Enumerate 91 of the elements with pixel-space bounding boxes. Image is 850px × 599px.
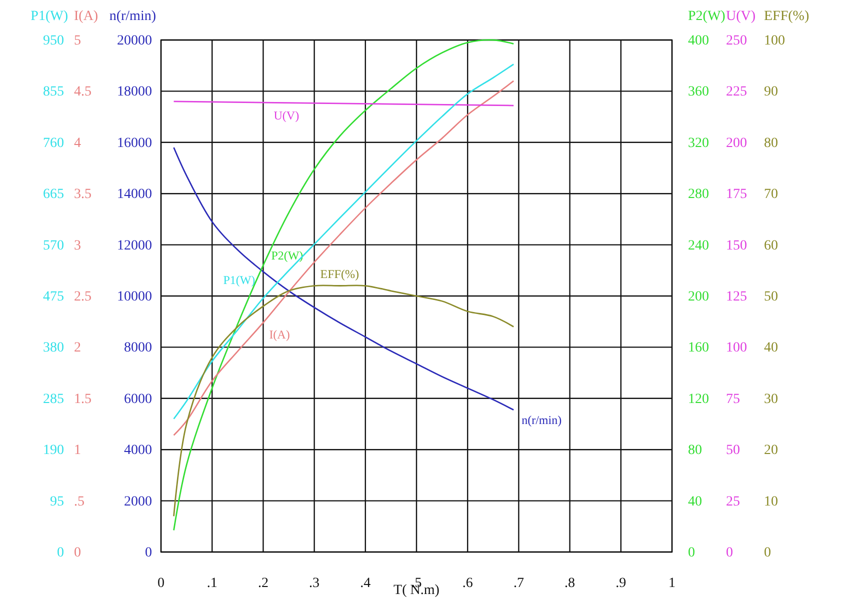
y2-axis-title: U(V)	[726, 9, 756, 24]
y2-tick-label: 360	[688, 84, 709, 100]
y2-tick-label: 60	[764, 238, 778, 254]
y2-axis-title: P2(W)	[688, 9, 726, 24]
y-tick-label: 6000	[124, 392, 152, 407]
y2-tick-label: 200	[726, 136, 747, 151]
y-tick-label: 570	[43, 238, 64, 254]
y2-tick-label: 125	[726, 289, 747, 304]
series-label: P1(W)	[223, 273, 256, 288]
series-label: n(r/min)	[522, 412, 562, 427]
series-label: EFF(%)	[320, 266, 359, 281]
y-tick-label: 20000	[117, 33, 152, 48]
y-tick-label: 16000	[117, 136, 152, 151]
y-tick-label: 950	[43, 33, 64, 48]
y2-tick-label: 0	[764, 545, 771, 560]
y-tick-label: 1.5	[74, 392, 92, 407]
x-tick-label: .8	[564, 576, 576, 591]
y2-tick-label: 80	[764, 136, 778, 151]
y-tick-label: 5	[74, 33, 81, 48]
series-label: I(A)	[269, 328, 290, 342]
y-tick-label: 0	[57, 545, 64, 560]
y-tick-label: 1	[74, 443, 81, 458]
y-tick-label: 760	[43, 136, 64, 151]
y2-tick-label: 20	[764, 443, 778, 458]
x-tick-label: .7	[513, 576, 524, 591]
y2-tick-label: 0	[688, 545, 695, 560]
y-tick-label: 665	[43, 187, 64, 202]
y2-tick-label: 225	[726, 84, 747, 100]
y-tick-label: .5	[74, 494, 84, 510]
x-tick-label: 1	[668, 576, 676, 591]
y2-tick-label: 120	[688, 392, 709, 407]
y-tick-label: 855	[43, 84, 64, 100]
y2-tick-label: 25	[726, 494, 740, 510]
series-label: U(V)	[274, 108, 300, 122]
y-tick-label: 14000	[117, 187, 152, 202]
y2-tick-label: 40	[764, 340, 778, 356]
y2-tick-label: 280	[688, 187, 709, 202]
y2-axis-title: EFF(%)	[764, 9, 810, 24]
y2-tick-label: 100	[764, 33, 785, 48]
y2-tick-label: 75	[726, 392, 740, 407]
line-series	[173, 146, 514, 411]
y2-tick-label: 200	[688, 289, 709, 304]
y-tick-label: 285	[43, 392, 64, 407]
line-series	[173, 39, 514, 531]
y-tick-label: 475	[43, 289, 64, 304]
y-tick-label: 0	[145, 545, 152, 560]
y-tick-label: 4000	[124, 443, 152, 458]
y2-tick-label: 400	[688, 33, 709, 48]
y-tick-label: 0	[74, 545, 81, 560]
y2-tick-label: 50	[726, 443, 740, 458]
y-tick-label: 18000	[117, 84, 152, 100]
y-tick-label: 2000	[124, 494, 152, 510]
y-tick-label: 2.5	[74, 289, 92, 304]
y2-tick-label: 70	[764, 187, 778, 202]
x-tick-label: .6	[462, 576, 473, 591]
y2-tick-label: 50	[764, 289, 778, 304]
y2-tick-label: 150	[726, 238, 747, 254]
y-tick-label: 4	[74, 136, 81, 151]
y2-tick-label: 80	[688, 443, 702, 458]
x-tick-label: .4	[360, 576, 371, 591]
x-tick-label: .3	[309, 576, 320, 591]
y2-tick-label: 320	[688, 136, 709, 151]
x-tick-label: .1	[206, 576, 218, 591]
y2-tick-label: 175	[726, 187, 747, 202]
y-tick-label: 10000	[117, 289, 152, 304]
y2-tick-label: 250	[726, 33, 747, 48]
y-tick-label: 2	[74, 340, 81, 356]
x-tick-label: .2	[258, 576, 268, 591]
y-axis-title: P1(W)	[30, 9, 68, 24]
y2-tick-label: 240	[688, 238, 709, 254]
y-tick-label: 8000	[124, 340, 152, 356]
y-tick-label: 3.5	[74, 187, 92, 202]
y2-tick-label: 40	[688, 494, 702, 510]
y2-tick-label: 100	[726, 340, 747, 356]
y-tick-label: 190	[43, 443, 64, 458]
y-axis-title: I(A)	[74, 9, 98, 24]
y2-tick-label: 0	[726, 545, 733, 560]
y2-tick-label: 160	[688, 340, 709, 356]
y2-tick-label: 30	[764, 392, 778, 407]
y2-tick-label: 10	[764, 494, 778, 510]
x-tick-label: .9	[616, 576, 626, 591]
y-tick-label: 12000	[117, 238, 152, 254]
y-tick-label: 4.5	[74, 84, 92, 100]
y-tick-label: 95	[50, 494, 64, 510]
x-tick-label: 0	[158, 576, 164, 591]
y2-tick-label: 90	[764, 84, 778, 100]
y-axis-title: n(r/min)	[109, 9, 156, 24]
series-label: P2(W)	[271, 248, 304, 262]
y-tick-label: 3	[74, 238, 81, 254]
y-tick-label: 380	[43, 340, 64, 356]
line-series	[173, 284, 514, 517]
